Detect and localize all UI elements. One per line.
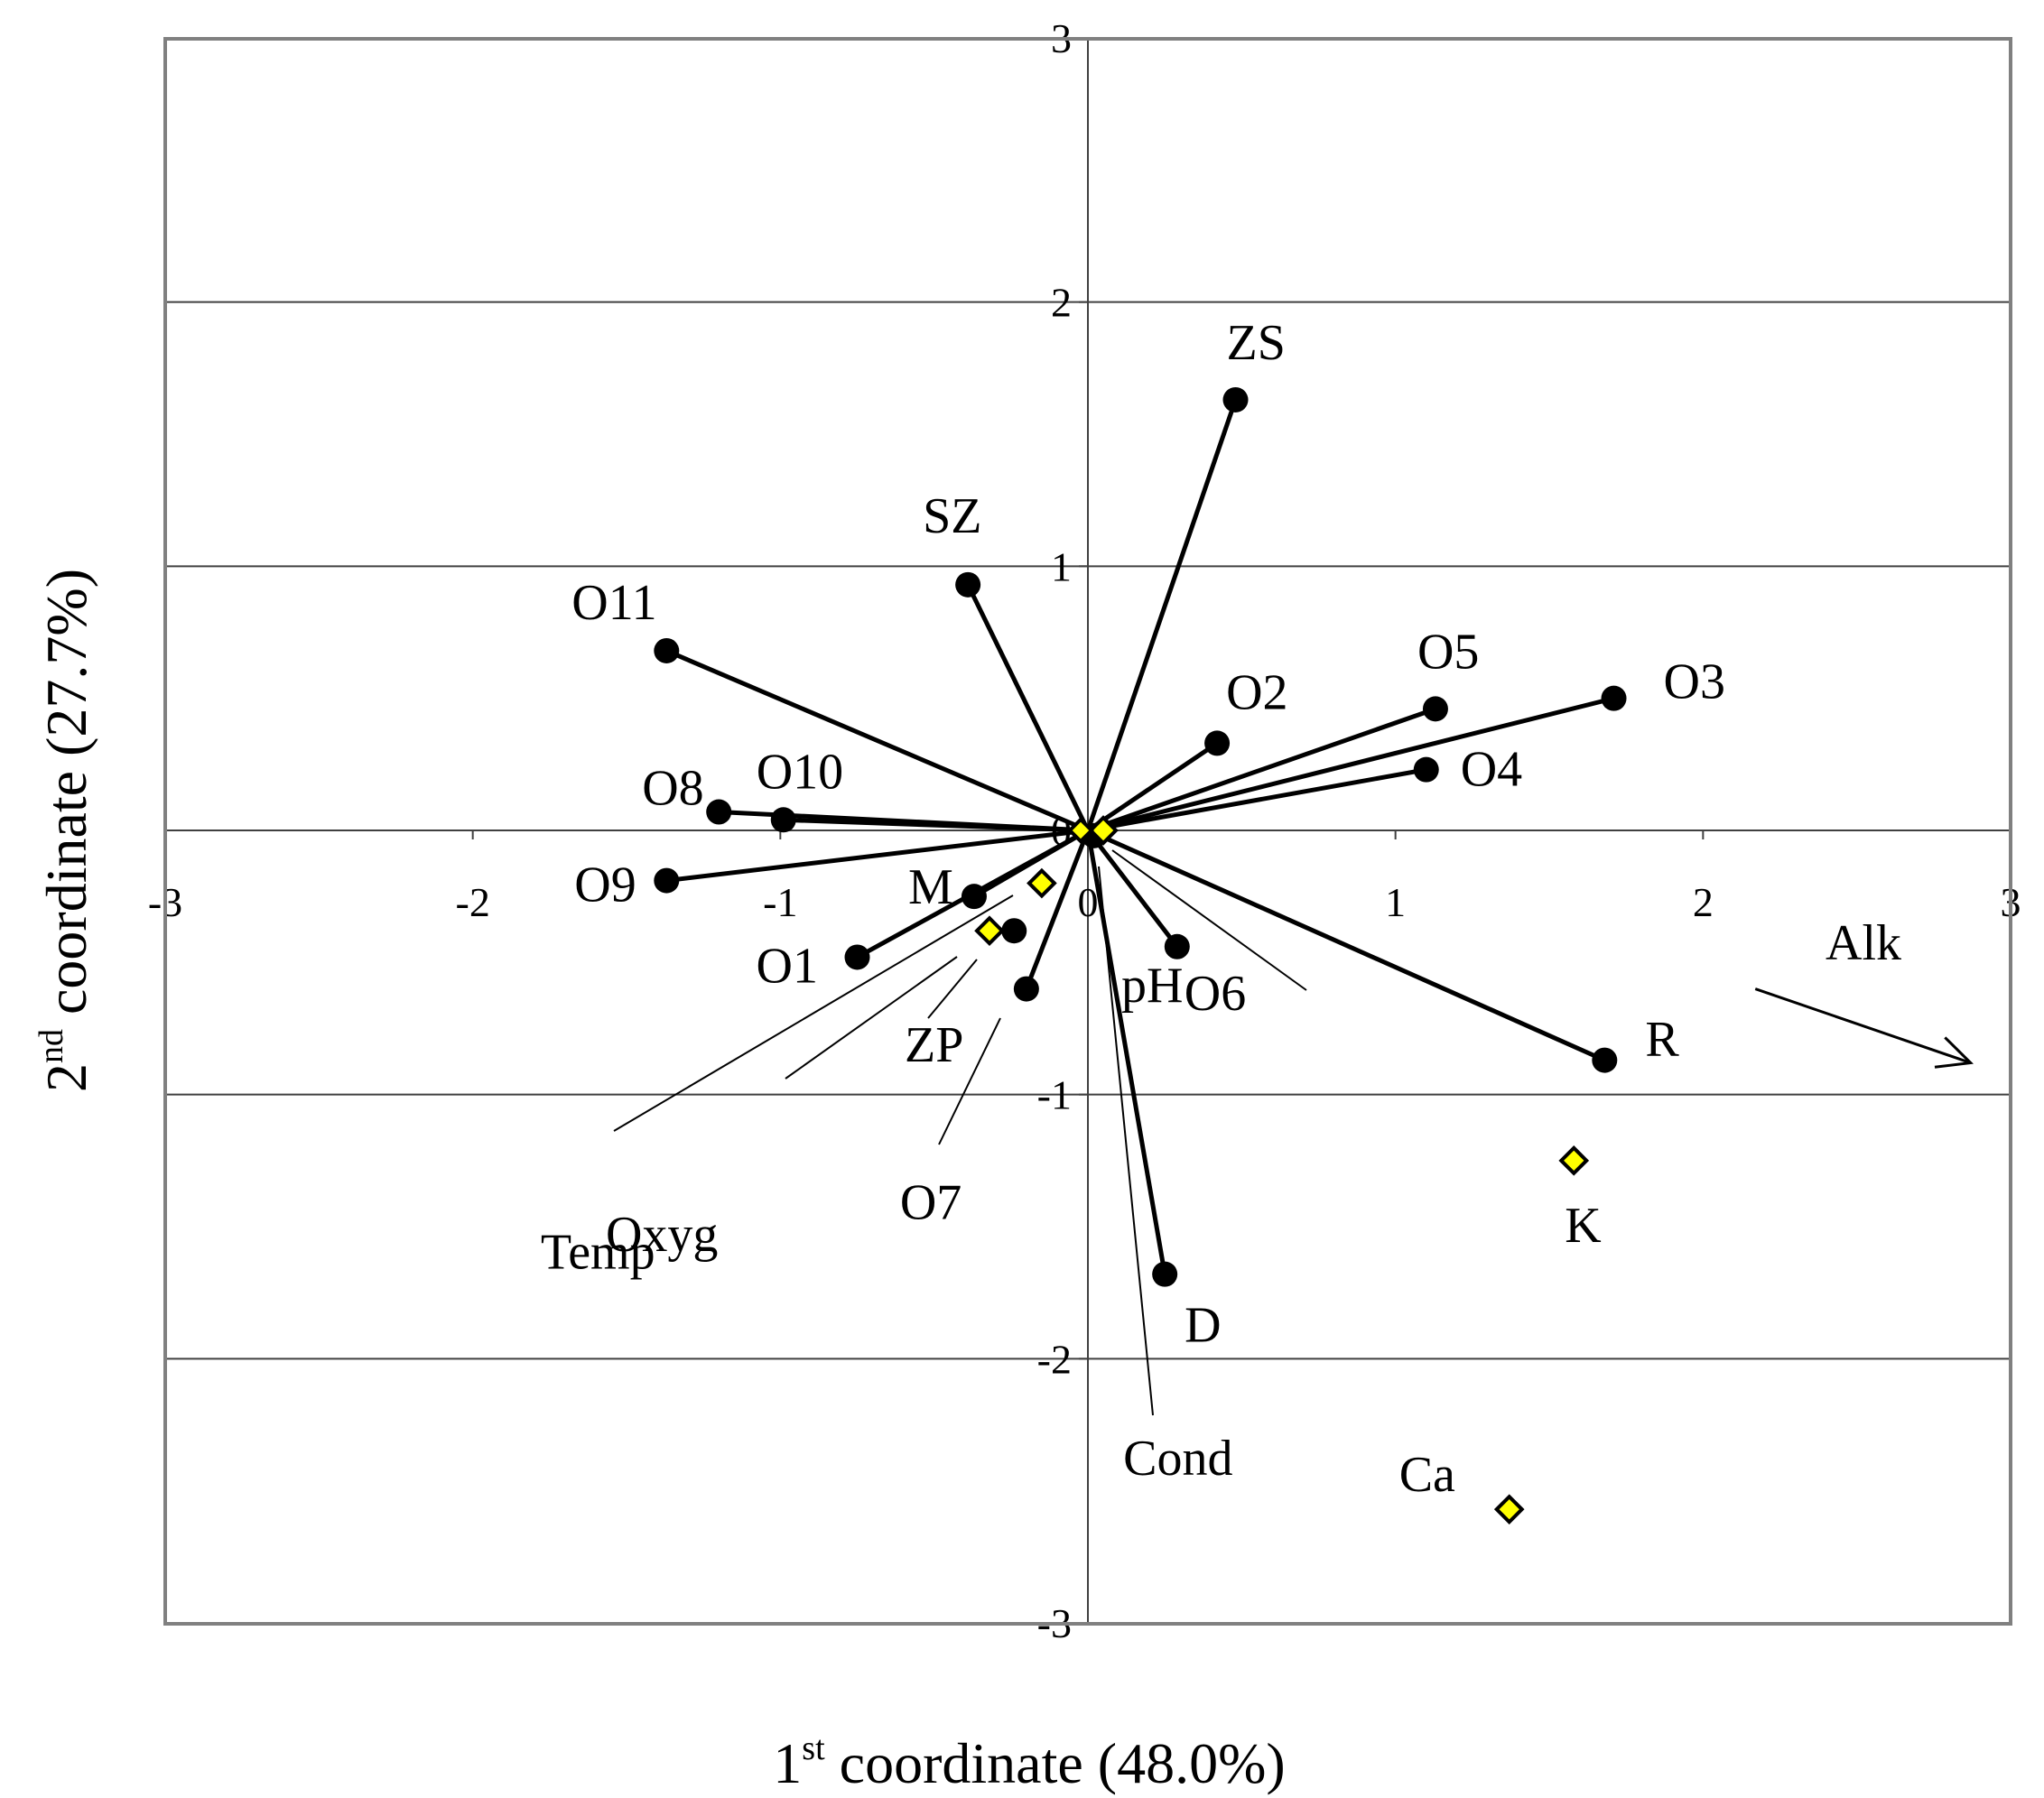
vector-zs [1085, 399, 1238, 831]
leader-line-3 [938, 1017, 1001, 1145]
sample-point-o7 [1013, 976, 1039, 1002]
alk-arrow-label: Alk [1826, 915, 1901, 971]
variable-label-temp: Temp [541, 1225, 655, 1281]
y-axis-title-number: 2 [34, 1063, 98, 1092]
sample-point-o8 [706, 799, 732, 825]
sample-label-o9: O9 [574, 857, 636, 913]
vector-o4 [1087, 767, 1427, 833]
points [654, 386, 1627, 1525]
variable-point-oxyg [974, 915, 1005, 947]
x-axis-title-number: 1 [773, 1731, 802, 1795]
alk-arrow-shaft [1754, 987, 1972, 1064]
sample-label-o10: O10 [757, 744, 843, 800]
sample-label-zs: ZS [1227, 315, 1286, 371]
sample-point-o9 [654, 867, 680, 894]
sample-point-o1 [844, 944, 870, 970]
vector-o3 [1087, 696, 1615, 833]
origin-diamond [1067, 817, 1094, 844]
sample-label-d: D [1185, 1298, 1221, 1354]
leader-line-0 [613, 894, 1014, 1132]
variable-point-ca [1493, 1494, 1525, 1525]
sample-point-o10 [770, 807, 796, 833]
sample-label-o7: O7 [900, 1175, 962, 1231]
sample-label-o11: O11 [571, 575, 656, 631]
vector-o2 [1086, 741, 1219, 833]
variable-label-k: K [1565, 1198, 1601, 1254]
variable-label-cond: Cond [1123, 1431, 1232, 1487]
x-tick-label: 0 [1078, 879, 1099, 925]
leader-line-5 [1098, 866, 1154, 1416]
sample-point-m [961, 884, 987, 910]
sample-point-o11 [654, 637, 680, 663]
sample-label-o6: O6 [1185, 966, 1246, 1022]
variable-point-temp [1027, 867, 1057, 899]
y-tick-label: -1 [1037, 1072, 1072, 1118]
sample-point-unlabelled-0 [1001, 918, 1027, 944]
sample-point-o6 [1164, 933, 1190, 959]
leader-line-4 [1111, 849, 1307, 991]
variable-point-k [1558, 1145, 1590, 1176]
leader-line-2 [927, 959, 978, 1019]
vector-o10 [783, 817, 1089, 833]
sample-label-o1: O1 [757, 938, 818, 994]
y-tick-label: -2 [1037, 1336, 1072, 1382]
sample-point-d [1152, 1261, 1178, 1287]
sample-point-o2 [1204, 730, 1231, 756]
x-axis-title-superscript: st [802, 1729, 825, 1767]
sample-label-o5: O5 [1417, 624, 1479, 680]
x-axis-title: 1st coordinate (48.0%) [773, 1729, 1285, 1795]
sample-label-sz: SZ [923, 488, 981, 544]
sample-point-o3 [1601, 685, 1627, 711]
variable-label-zp: ZP [905, 1017, 963, 1073]
y-tick-label: 1 [1051, 543, 1072, 589]
x-tick-label: 1 [1385, 879, 1406, 925]
variable-label-ca: Ca [1399, 1447, 1455, 1503]
sample-label-o3: O3 [1664, 654, 1725, 710]
vector-d [1085, 829, 1167, 1275]
y-axis-title-text: coordinate (27.7%) [34, 569, 98, 1029]
sample-label-o4: O4 [1461, 742, 1522, 798]
vector-o11 [665, 648, 1089, 833]
alk-arrow-head [1934, 1036, 1974, 1069]
variable-label-ph: pH [1121, 958, 1183, 1014]
x-tick-label: -1 [763, 879, 797, 925]
x-axis-title-text: coordinate (48.0%) [825, 1731, 1286, 1795]
plot-frame [163, 37, 2012, 1626]
y-axis-title: 2nd coordinate (27.7%) [33, 569, 98, 1092]
sample-point-zs [1222, 386, 1249, 412]
x-tick-label: -2 [456, 879, 490, 925]
y-axis-title-superscript: nd [33, 1029, 70, 1063]
sample-label-o2: O2 [1226, 664, 1287, 720]
vector-o5 [1087, 707, 1436, 833]
vector-o7 [1024, 829, 1091, 990]
vector-o6 [1086, 829, 1179, 949]
y-tick-label: 2 [1051, 280, 1072, 326]
vector-o9 [665, 828, 1089, 884]
sample-point-o5 [1422, 696, 1448, 722]
sample-label-r: R [1645, 1012, 1679, 1068]
leader-line-1 [785, 956, 958, 1080]
sample-point-sz [955, 571, 981, 598]
variable-label-oxyg: Oxyg [606, 1207, 718, 1263]
sample-point-r [1592, 1047, 1618, 1073]
sample-label-m: M [908, 859, 953, 915]
vector-sz [965, 583, 1091, 832]
x-tick-label: 2 [1693, 879, 1714, 925]
vector-r [1086, 828, 1606, 1062]
sample-label-o8: O8 [642, 761, 703, 817]
sample-point-o4 [1413, 756, 1439, 783]
label-leader-lines [613, 849, 1307, 1416]
variable-point-ph [1088, 815, 1119, 846]
